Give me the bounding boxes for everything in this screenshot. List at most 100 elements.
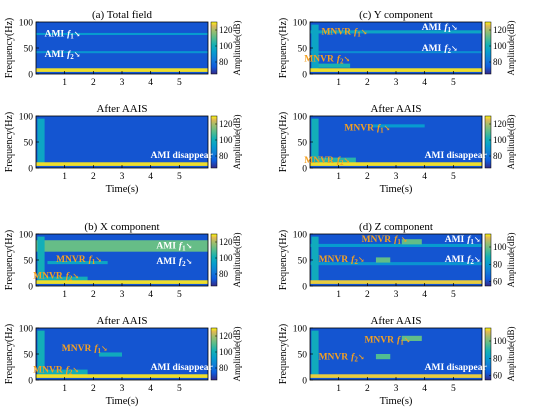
heatmap-band-1 (310, 262, 482, 266)
colorbar (210, 21, 218, 75)
heatmap-background (310, 234, 482, 286)
y-tick-label: 100 (19, 231, 34, 241)
heatmap-band-0 (36, 32, 208, 35)
panel-title: (a) Total field (92, 9, 153, 21)
y-tick-label: 100 (293, 325, 308, 335)
annotation-label: AMI f2↘ (445, 255, 481, 266)
colorbar-label: Amplitude(dB) (232, 21, 242, 76)
annotation-label: MNVR f1↘ (362, 235, 408, 246)
heatmap-band-2 (311, 118, 319, 166)
x-tick-label: 4 (148, 384, 153, 394)
colorbar-label: Amplitude(dB) (506, 21, 516, 76)
y-tick-label: 50 (24, 257, 34, 267)
colorbar-label: Amplitude(dB) (506, 233, 516, 288)
heatmap-band-1 (36, 51, 208, 54)
colorbar-tick-label: 120 (219, 331, 233, 341)
x-tick-label: 1 (62, 290, 67, 300)
x-tick-label: 4 (422, 172, 427, 182)
x-tick-label: 4 (148, 78, 153, 88)
panel-4: (c) Y component 0 50 100 1 2 3 4 5 Frequency(Hz) 8… (278, 9, 516, 88)
y-tick-label: 100 (293, 231, 308, 241)
heatmap-band-0 (99, 352, 122, 357)
x-tick-label: 3 (394, 290, 399, 300)
annotation-label: AMI f2↘ (156, 257, 192, 268)
x-tick-label: 4 (422, 384, 427, 394)
heatmap-band-0 (37, 118, 45, 166)
x-tick-label: 5 (451, 290, 456, 300)
x-tick-label: 5 (177, 290, 182, 300)
annotation-label: AMI disappear (425, 151, 488, 161)
x-tick-label: 4 (422, 78, 427, 88)
annotation-label: AMI disappear (151, 151, 214, 161)
panel-title: (d) Z component (359, 221, 433, 233)
panel-3: After AAIS 0 50 100 1 2 3 4 5 Frequency(Hz) Time(s… (4, 315, 242, 407)
panel-0: (a) Total field 0 50 100 1 2 3 4 5 Frequency(Hz) 8… (4, 9, 242, 88)
annotation-label: MNVR f2↘ (304, 54, 350, 65)
colorbar-label: Amplitude(dB) (506, 327, 516, 382)
colorbar-tick-label: 120 (219, 237, 233, 247)
y-tick-label: 100 (19, 19, 34, 29)
y-tick-label: 0 (302, 71, 307, 81)
colorbar (210, 327, 218, 381)
annotation-label: AMI f1↘ (156, 241, 192, 252)
colorbar (484, 21, 492, 75)
heatmap-background (36, 22, 208, 74)
heatmap-band-0 (310, 30, 482, 34)
colorbar-tick-label: 80 (219, 57, 229, 67)
x-tick-label: 2 (365, 384, 370, 394)
x-tick-label: 1 (336, 172, 341, 182)
x-tick-label: 3 (120, 384, 125, 394)
x-tick-label: 2 (91, 384, 96, 394)
annotation-label: AMI f1↘ (45, 29, 81, 40)
y-tick-label: 0 (28, 283, 33, 293)
colorbar-tick-label: 100 (219, 253, 233, 263)
annotation-label: AMI f1↘ (422, 23, 458, 34)
x-axis-label: Time(s) (380, 396, 413, 407)
annotation-label: MNVR f2↘ (33, 272, 79, 283)
x-tick-label: 2 (365, 290, 370, 300)
y-tick-label: 0 (302, 283, 307, 293)
y-tick-label: 100 (293, 19, 308, 29)
x-tick-label: 2 (91, 78, 96, 88)
colorbar-tick-label: 60 (493, 277, 503, 287)
x-tick-label: 5 (451, 384, 456, 394)
x-tick-label: 3 (394, 384, 399, 394)
y-axis-label: Frequency(Hz) (278, 324, 289, 385)
annotation-label: MNVR f1↘ (321, 27, 367, 38)
x-tick-label: 2 (91, 172, 96, 182)
x-tick-label: 1 (336, 384, 341, 394)
y-axis-label: Frequency(Hz) (278, 230, 289, 291)
heatmap-background (36, 116, 208, 168)
heatmap-band-0 (36, 240, 208, 252)
annotation-label: MNVR f1↘ (56, 255, 102, 266)
x-tick-label: 5 (177, 172, 182, 182)
y-tick-label: 50 (298, 257, 308, 267)
y-tick-label: 0 (302, 165, 307, 175)
colorbar-tick-label: 100 (219, 41, 233, 51)
y-tick-label: 0 (28, 165, 33, 175)
y-tick-label: 100 (293, 113, 308, 123)
colorbar-label: Amplitude(dB) (232, 115, 242, 170)
colorbar-tick-label: 100 (493, 336, 507, 346)
colorbar-tick-label: 80 (219, 269, 229, 279)
heatmap-band-0 (310, 243, 482, 247)
x-tick-label: 1 (62, 172, 67, 182)
colorbar-tick-label: 80 (219, 151, 229, 161)
y-tick-label: 0 (28, 71, 33, 81)
annotation-label: AMI f1↘ (445, 235, 481, 246)
y-tick-label: 50 (298, 351, 308, 361)
colorbar-label: Amplitude(dB) (232, 233, 242, 288)
colorbar-tick-label: 120 (493, 25, 507, 35)
y-tick-label: 50 (298, 139, 308, 149)
x-tick-label: 1 (62, 78, 67, 88)
heatmap-band-2 (401, 239, 422, 245)
heatmap-band-1 (44, 369, 88, 375)
panel-title: After AAIS (96, 103, 147, 115)
annotation-label: AMI disappear (151, 363, 214, 373)
y-tick-label: 50 (298, 45, 308, 55)
annotation-label: MNVR f2↘ (304, 156, 350, 167)
y-tick-label: 0 (28, 377, 33, 387)
y-axis-label: Frequency(Hz) (4, 230, 15, 291)
x-tick-label: 3 (120, 290, 125, 300)
x-tick-label: 1 (336, 78, 341, 88)
